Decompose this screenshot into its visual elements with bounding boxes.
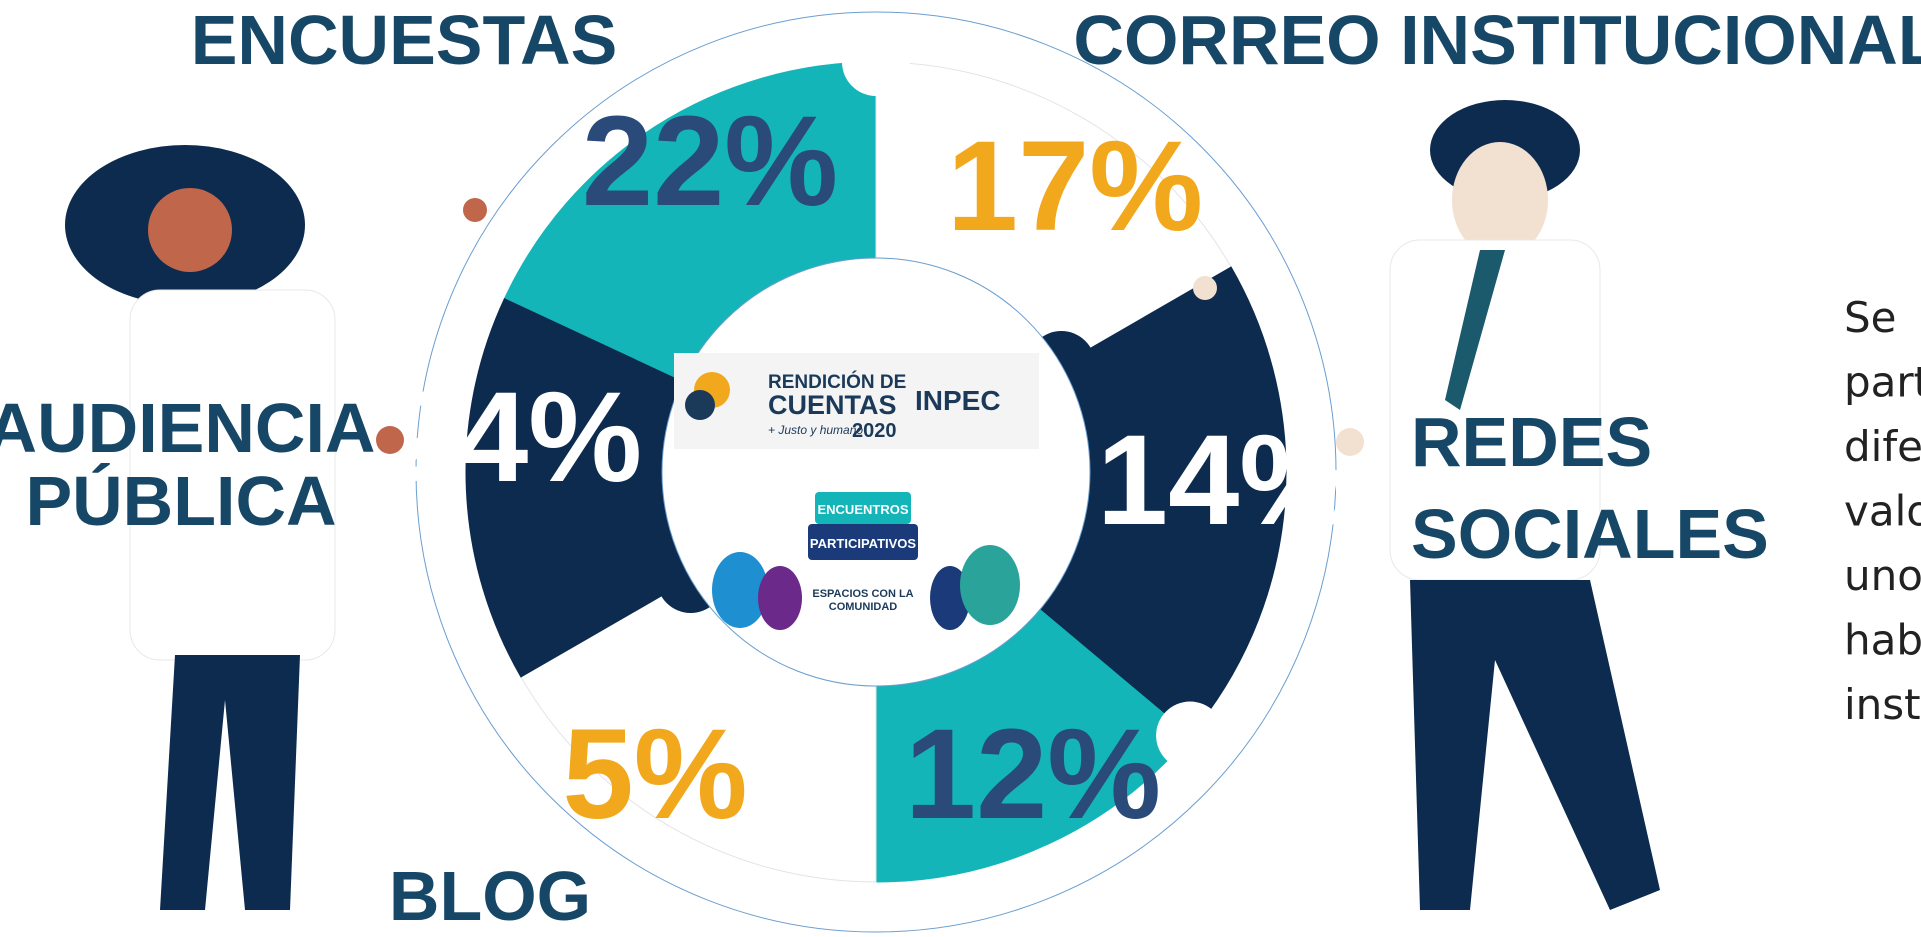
man-figure bbox=[1193, 100, 1660, 910]
badge-bottom: PARTICIPATIVOS bbox=[810, 536, 917, 551]
logo-motto: + Justo y humano bbox=[768, 423, 863, 437]
logo-title: CUENTAS bbox=[768, 390, 897, 420]
puzzle-knob bbox=[842, 28, 910, 96]
piece-label: REDES bbox=[1411, 403, 1652, 481]
piece-value: 24% bbox=[386, 366, 642, 509]
piece-value: 22% bbox=[582, 90, 838, 233]
side-text-line: dife bbox=[1844, 422, 1921, 471]
logo-caption: COMUNIDAD bbox=[829, 601, 897, 613]
side-text-line: uno bbox=[1844, 551, 1921, 600]
piece-value: 5% bbox=[563, 703, 748, 846]
side-text-line: part bbox=[1844, 358, 1921, 407]
logo: RENDICIÓN DE CUENTAS + Justo y humano 20… bbox=[674, 353, 1039, 630]
logo-caption: ESPACIOS CON LA bbox=[812, 588, 913, 600]
piece-label: SOCIALES bbox=[1411, 495, 1769, 573]
piece-value: 12% bbox=[905, 703, 1161, 846]
side-text-line: hab bbox=[1844, 616, 1921, 665]
logo-brand: INPEC bbox=[915, 385, 1001, 416]
logo-box bbox=[674, 353, 1039, 449]
piece-label: AUDIENCIA bbox=[0, 389, 375, 467]
logo-title: RENDICIÓN DE bbox=[768, 371, 906, 393]
puzzle-knob bbox=[1156, 701, 1225, 770]
outer-guide bbox=[415, 11, 1337, 933]
badge-top: ENCUENTROS bbox=[817, 502, 908, 517]
piece-label: CORREO INSTITUCIONAL bbox=[1073, 1, 1921, 79]
logo-year: 2020 bbox=[852, 420, 897, 442]
piece-label: PÚBLICA bbox=[25, 462, 336, 540]
side-text: Se part dife valo uno hab inst bbox=[1844, 293, 1921, 729]
piece-value: 17% bbox=[947, 115, 1203, 258]
piece-label: BLOG bbox=[389, 857, 591, 935]
piece-value: 14% bbox=[1097, 409, 1353, 552]
side-text-line: inst bbox=[1844, 680, 1921, 729]
side-text-line: Se bbox=[1844, 293, 1897, 342]
woman-figure bbox=[65, 145, 487, 910]
side-text-line: valo bbox=[1844, 487, 1921, 536]
piece-label: ENCUESTAS bbox=[191, 1, 618, 79]
